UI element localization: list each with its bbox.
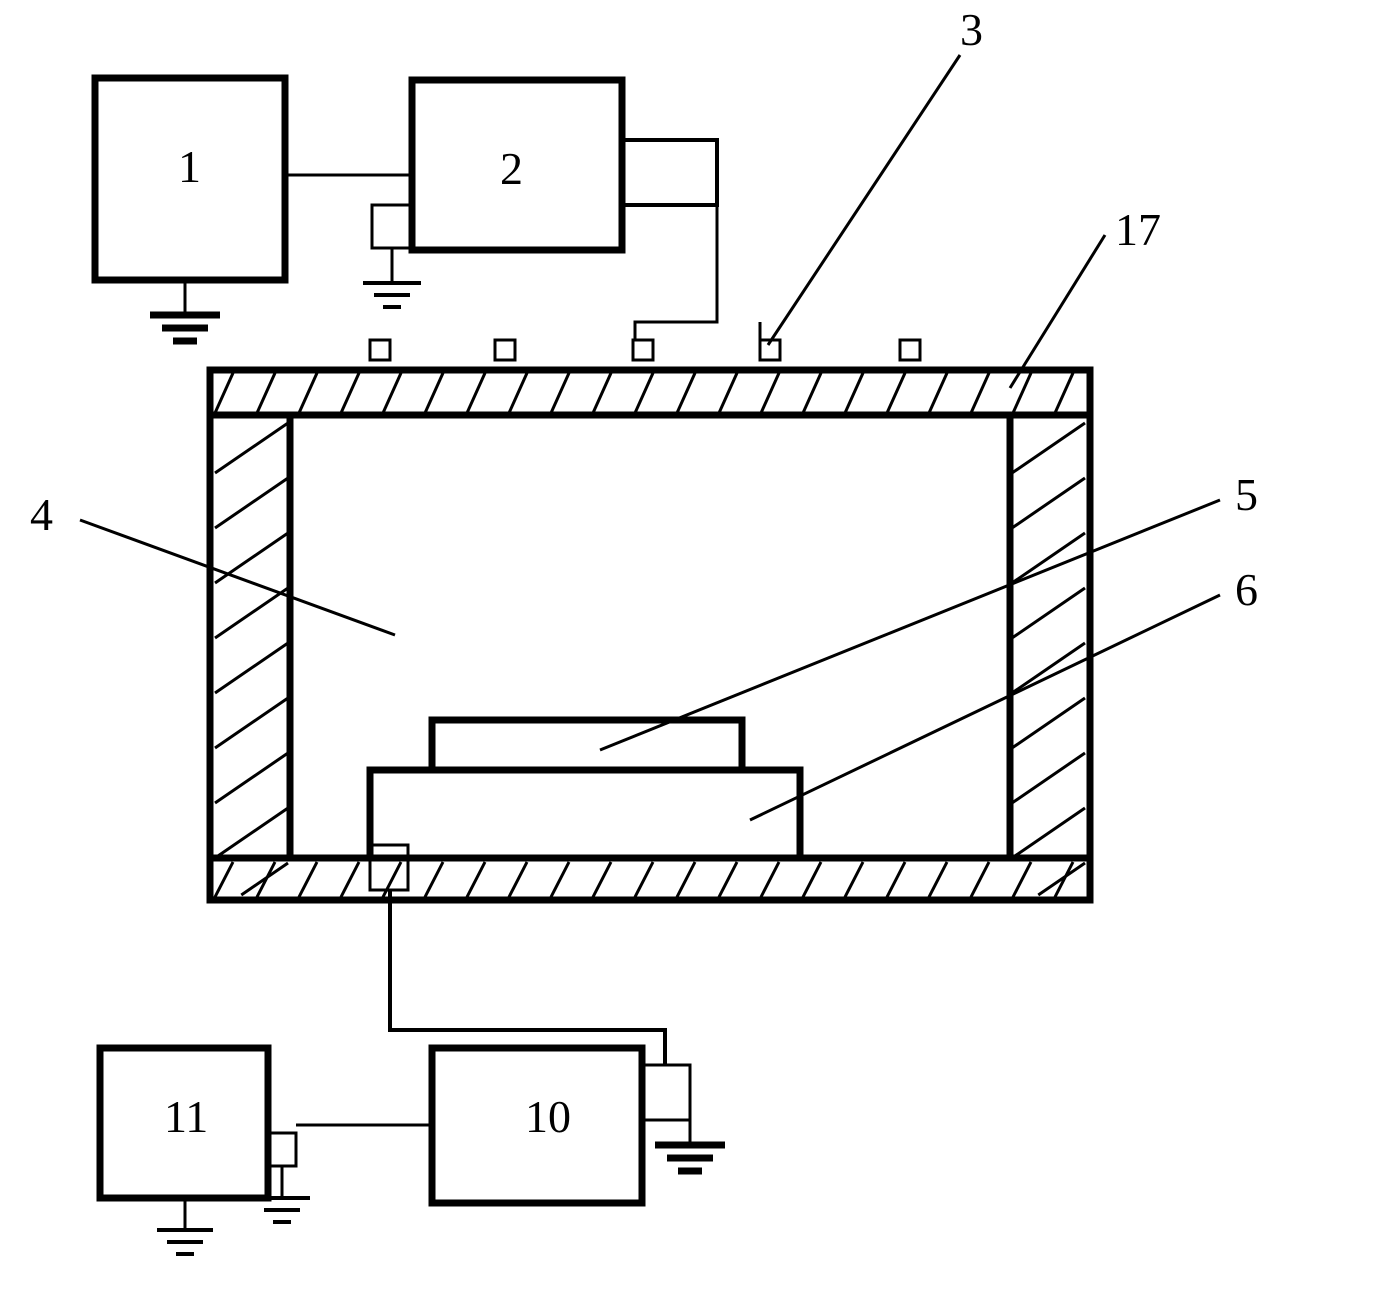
hatch [677,373,695,413]
hatch [929,373,947,413]
hatch [719,373,737,413]
hatch [929,862,947,897]
coil-turn [633,340,653,360]
coil-turn [495,340,515,360]
box-2-output-port [622,140,717,205]
hatch [215,753,288,803]
hatch [761,862,779,897]
hatch [241,863,288,895]
ground-symbol [363,283,421,307]
coil-row [370,340,920,360]
hatch [1012,643,1085,693]
hatch [1055,862,1073,897]
leader-line [80,520,395,635]
hatch [803,862,821,897]
box-2-ground-stub [372,205,412,248]
hatch [341,373,359,413]
label-L1: 1 [178,141,201,192]
hatch [551,862,569,897]
hatch [593,862,611,897]
hatch [1055,373,1073,413]
hatch [215,533,288,583]
hatch [1012,753,1085,803]
leader-line [750,595,1220,820]
hatch [845,373,863,413]
hatch [803,373,821,413]
hatch [257,373,275,413]
hatch [719,862,737,897]
label-L2: 2 [500,143,523,194]
chamber-outer [210,370,1090,900]
wire [635,175,717,340]
label-L5: 5 [1235,469,1258,520]
hatch [635,862,653,897]
hatch [677,862,695,897]
label-L3: 3 [960,4,983,55]
hatch [509,862,527,897]
hatch [887,373,905,413]
hatch [467,373,485,413]
diagram-canvas: 1 2 3 17 4 5 6 10 11 [0,0,1384,1294]
hatch [635,373,653,413]
wire [390,890,665,1065]
substrate [432,720,742,770]
hatch [425,862,443,897]
left-wall-hatch [215,423,288,895]
hatch [509,373,527,413]
coil-turn [370,340,390,360]
hatch [215,588,288,638]
label-L4: 4 [30,489,53,540]
hatch [845,862,863,897]
coil-turn [900,340,920,360]
hatch [1012,588,1085,638]
hatch [551,373,569,413]
hatch [299,862,317,897]
ground-symbol [254,1198,310,1222]
box-10-output-port [642,1065,690,1120]
hatch [971,373,989,413]
label-L11: 11 [164,1091,208,1142]
hatch [887,862,905,897]
hatch [1012,698,1085,748]
hatch [1013,862,1031,897]
hatch [215,478,288,528]
ground-symbol [157,1230,213,1254]
hatch [215,423,288,473]
hatch [299,373,317,413]
hatch [425,373,443,413]
hatch [1012,478,1085,528]
chuck [370,770,800,858]
hatch [215,643,288,693]
ground-symbol [150,315,220,341]
hatch [341,862,359,897]
floor-hatch [215,862,1073,897]
hatch [215,808,288,858]
lid-hatch [215,373,1073,413]
label-L10: 10 [525,1091,571,1142]
hatch [1012,808,1085,858]
hatch [1038,863,1085,895]
leader-line [600,500,1220,750]
hatch [593,373,611,413]
hatch [215,862,233,897]
ground-symbol [655,1145,725,1171]
right-wall-hatch [1012,423,1085,895]
label-L6: 6 [1235,564,1258,615]
hatch [215,373,233,413]
hatch [383,373,401,413]
hatch [1012,423,1085,473]
hatch [971,862,989,897]
label-L17: 17 [1115,204,1161,255]
box-11-ground-stub [268,1133,296,1166]
leader-line [768,55,960,345]
hatch [761,373,779,413]
leader-line [1010,235,1105,388]
hatch [467,862,485,897]
hatch [215,698,288,748]
